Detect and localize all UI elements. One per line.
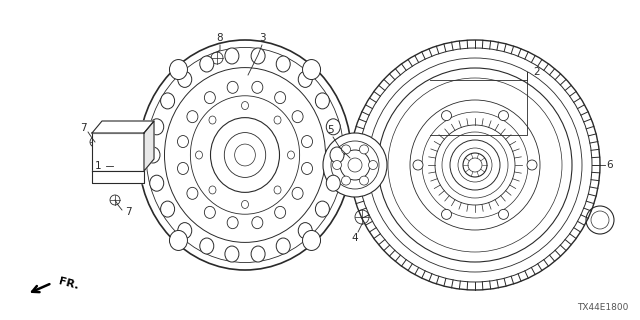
Ellipse shape: [187, 111, 198, 123]
Ellipse shape: [204, 92, 216, 104]
Ellipse shape: [227, 217, 238, 229]
Ellipse shape: [178, 71, 192, 87]
Ellipse shape: [195, 151, 202, 159]
Ellipse shape: [301, 163, 312, 174]
Circle shape: [413, 160, 423, 170]
Ellipse shape: [170, 230, 188, 251]
Text: FR.: FR.: [57, 276, 79, 292]
Text: TX44E1800: TX44E1800: [577, 303, 628, 312]
Text: 3: 3: [259, 33, 266, 43]
Ellipse shape: [274, 116, 281, 124]
Ellipse shape: [241, 200, 248, 208]
Text: 4: 4: [352, 233, 358, 243]
Circle shape: [499, 209, 509, 220]
Ellipse shape: [139, 40, 351, 270]
Polygon shape: [92, 171, 144, 183]
Text: 2: 2: [534, 67, 540, 77]
Ellipse shape: [204, 206, 216, 218]
Circle shape: [499, 111, 509, 121]
Text: 1: 1: [95, 161, 101, 171]
Ellipse shape: [187, 187, 198, 199]
Ellipse shape: [150, 119, 164, 135]
Ellipse shape: [146, 147, 160, 163]
Polygon shape: [144, 121, 154, 171]
Ellipse shape: [177, 136, 188, 148]
Circle shape: [527, 160, 537, 170]
Text: 5: 5: [326, 125, 333, 135]
Ellipse shape: [251, 48, 265, 64]
Ellipse shape: [303, 230, 321, 251]
Ellipse shape: [292, 111, 303, 123]
Ellipse shape: [316, 201, 330, 217]
Ellipse shape: [301, 136, 312, 148]
Text: 6: 6: [607, 160, 613, 170]
Ellipse shape: [298, 223, 312, 239]
Ellipse shape: [225, 246, 239, 262]
Ellipse shape: [177, 163, 188, 174]
Ellipse shape: [227, 81, 238, 93]
Circle shape: [442, 209, 451, 220]
Circle shape: [360, 176, 369, 185]
Ellipse shape: [275, 92, 285, 104]
Ellipse shape: [150, 175, 164, 191]
Circle shape: [442, 111, 451, 121]
Bar: [92, 133, 144, 171]
Ellipse shape: [200, 56, 214, 72]
Ellipse shape: [252, 81, 263, 93]
Polygon shape: [92, 121, 154, 133]
Text: 7: 7: [80, 123, 86, 133]
Circle shape: [342, 145, 351, 154]
Ellipse shape: [276, 238, 290, 254]
Circle shape: [360, 145, 369, 154]
Ellipse shape: [292, 187, 303, 199]
Ellipse shape: [252, 217, 263, 229]
Ellipse shape: [275, 206, 285, 218]
Circle shape: [350, 40, 600, 290]
Ellipse shape: [209, 186, 216, 194]
Circle shape: [323, 133, 387, 197]
Ellipse shape: [161, 201, 175, 217]
Ellipse shape: [326, 175, 340, 191]
Circle shape: [369, 161, 378, 170]
Circle shape: [342, 176, 351, 185]
Ellipse shape: [316, 93, 330, 109]
Ellipse shape: [287, 151, 294, 159]
Ellipse shape: [209, 116, 216, 124]
Ellipse shape: [330, 147, 344, 163]
Ellipse shape: [161, 93, 175, 109]
Ellipse shape: [225, 48, 239, 64]
Ellipse shape: [241, 101, 248, 109]
Ellipse shape: [274, 186, 281, 194]
Text: 7: 7: [125, 207, 131, 217]
Circle shape: [333, 161, 342, 170]
Ellipse shape: [298, 71, 312, 87]
Text: 8: 8: [217, 33, 223, 43]
Ellipse shape: [303, 60, 321, 80]
Ellipse shape: [251, 246, 265, 262]
Ellipse shape: [200, 238, 214, 254]
Ellipse shape: [170, 60, 188, 80]
Ellipse shape: [326, 119, 340, 135]
Ellipse shape: [276, 56, 290, 72]
Ellipse shape: [178, 223, 192, 239]
